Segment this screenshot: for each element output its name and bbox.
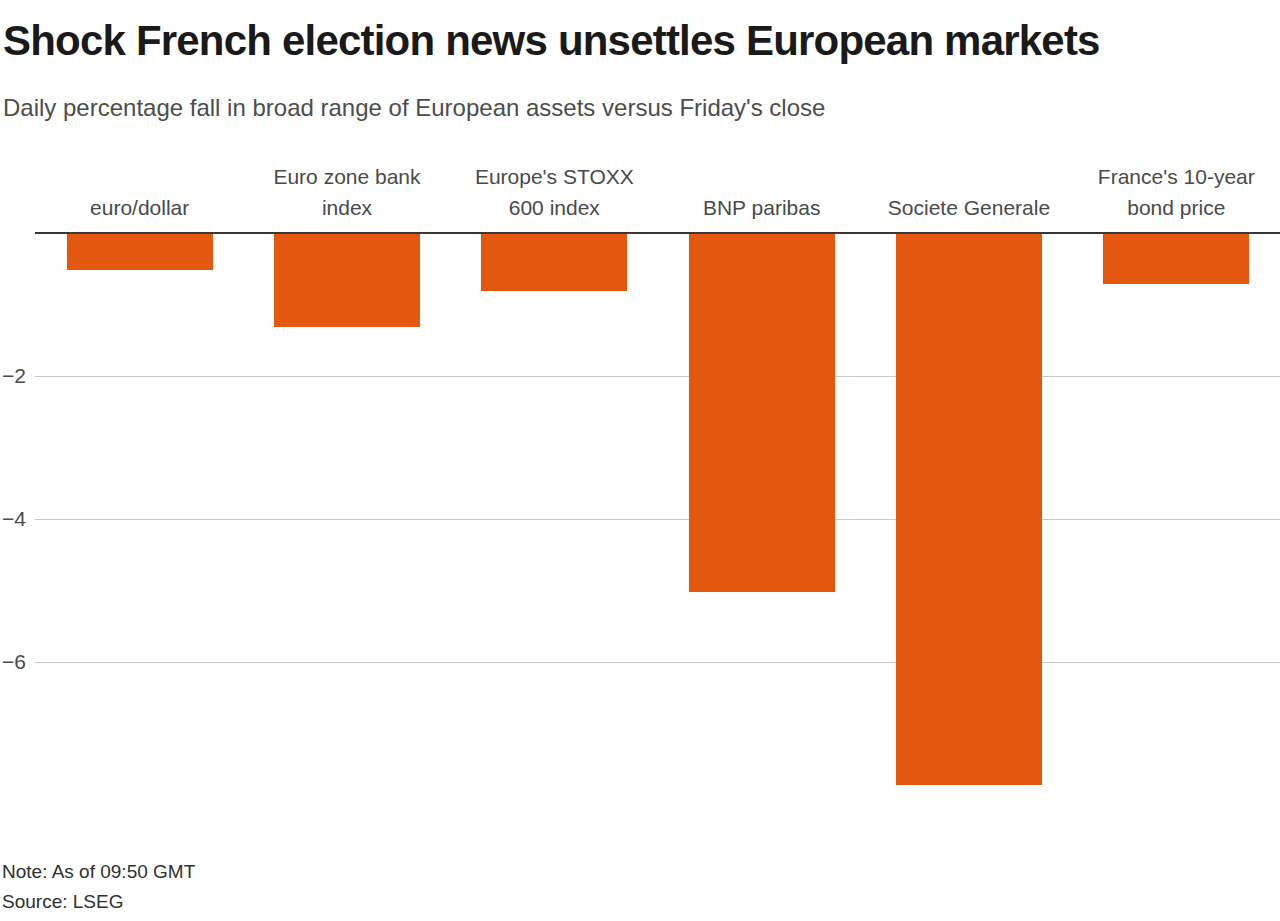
gridline bbox=[35, 662, 1280, 663]
y-tick-label: −4 bbox=[2, 506, 26, 532]
bar bbox=[689, 234, 835, 592]
bar bbox=[481, 234, 627, 291]
bar bbox=[274, 234, 420, 327]
category-label: France's 10-year bond price bbox=[1073, 147, 1280, 223]
chart-source: Source: LSEG bbox=[2, 890, 123, 914]
category-label: euro/dollar bbox=[36, 147, 243, 223]
bar bbox=[1103, 234, 1249, 284]
category-label: Europe's STOXX 600 index bbox=[451, 147, 658, 223]
chart-note: Note: As of 09:50 GMT bbox=[2, 860, 195, 884]
bar bbox=[67, 234, 213, 270]
bar bbox=[896, 234, 1042, 785]
gridline bbox=[35, 519, 1280, 520]
zero-axis-line bbox=[35, 232, 1280, 234]
category-label: Societe Generale bbox=[865, 147, 1072, 223]
plot-area: −2 −4 −6 euro/dollarEuro zone bank indexEur… bbox=[0, 0, 1280, 921]
y-tick-label: −6 bbox=[2, 649, 26, 675]
chart-page: Shock French election news unsettles Eur… bbox=[0, 0, 1280, 921]
category-label: Euro zone bank index bbox=[243, 147, 450, 223]
y-tick-label: −2 bbox=[2, 363, 26, 389]
category-label: BNP paribas bbox=[658, 147, 865, 223]
gridline bbox=[35, 376, 1280, 377]
